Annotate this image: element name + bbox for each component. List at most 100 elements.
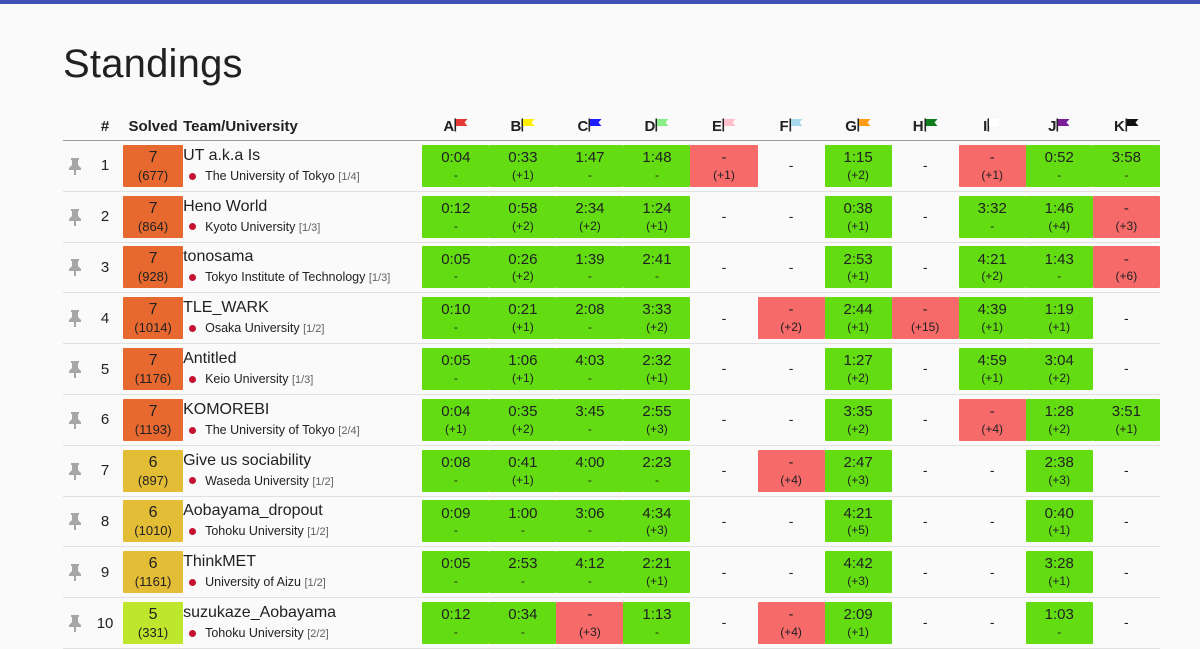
problem-cell-f[interactable]: - (+4) xyxy=(757,598,825,649)
problem-cell-f[interactable]: - (+4) xyxy=(757,446,825,497)
problem-cell-j[interactable]: 1:46 (+4) xyxy=(1025,192,1093,243)
problem-cell-c[interactable]: 3:06- xyxy=(556,497,624,548)
problem-cell-d[interactable]: 2:41- xyxy=(623,243,691,294)
problem-cell-c[interactable]: 3:45- xyxy=(556,395,624,446)
header-problem-h[interactable]: H xyxy=(891,112,959,141)
problem-cell-g[interactable]: 1:15 (+2) xyxy=(824,141,892,192)
problem-cell-e[interactable]: - xyxy=(690,344,758,395)
problem-cell-i[interactable]: - xyxy=(958,497,1026,548)
problem-cell-b[interactable]: 0:33 (+1) xyxy=(489,141,557,192)
problem-cell-h[interactable]: - xyxy=(891,192,959,243)
problem-cell-h[interactable]: - xyxy=(891,344,959,395)
problem-cell-g[interactable]: 3:35 (+2) xyxy=(824,395,892,446)
problem-cell-k[interactable]: - (+6) xyxy=(1092,243,1160,294)
problem-cell-k[interactable]: - xyxy=(1092,547,1160,599)
problem-cell-k[interactable]: - xyxy=(1092,293,1160,345)
problem-cell-i[interactable]: - (+1) xyxy=(958,141,1026,192)
problem-cell-e[interactable]: - xyxy=(690,547,758,599)
problem-cell-b[interactable]: 0:34- xyxy=(489,598,557,649)
problem-cell-f[interactable]: - xyxy=(757,141,825,192)
problem-cell-b[interactable]: 1:00- xyxy=(489,497,557,548)
team-name[interactable]: Antitled xyxy=(183,350,237,368)
problem-cell-c[interactable]: 1:47- xyxy=(556,141,624,192)
problem-cell-i[interactable]: - xyxy=(958,547,1026,599)
problem-cell-j[interactable]: 3:04 (+2) xyxy=(1025,344,1093,395)
team-name[interactable]: ThinkMET xyxy=(183,553,256,571)
problem-cell-a[interactable]: 0:12- xyxy=(422,598,490,649)
problem-cell-a[interactable]: 0:04 (+1) xyxy=(422,395,490,446)
problem-cell-h[interactable]: - (+15) xyxy=(891,293,959,345)
problem-cell-d[interactable]: 2:21 (+1) xyxy=(623,547,691,599)
problem-cell-f[interactable]: - xyxy=(757,192,825,243)
problem-cell-h[interactable]: - xyxy=(891,141,959,192)
problem-cell-k[interactable]: - xyxy=(1092,497,1160,548)
problem-cell-k[interactable]: 3:58- xyxy=(1092,141,1160,192)
problem-cell-b[interactable]: 0:35 (+2) xyxy=(489,395,557,446)
pin-button[interactable] xyxy=(63,497,88,548)
problem-cell-d[interactable]: 1:48- xyxy=(623,141,691,192)
problem-cell-k[interactable]: - xyxy=(1092,344,1160,395)
problem-cell-a[interactable]: 0:05- xyxy=(422,547,490,599)
problem-cell-i[interactable]: 3:32- xyxy=(958,192,1026,243)
problem-cell-d[interactable]: 2:32 (+1) xyxy=(623,344,691,395)
problem-cell-a[interactable]: 0:04- xyxy=(422,141,490,192)
problem-cell-c[interactable]: 4:12- xyxy=(556,547,624,599)
problem-cell-d[interactable]: 4:34 (+3) xyxy=(623,497,691,548)
problem-cell-h[interactable]: - xyxy=(891,395,959,446)
problem-cell-i[interactable]: - (+4) xyxy=(958,395,1026,446)
problem-cell-b[interactable]: 0:41 (+1) xyxy=(489,446,557,497)
pin-button[interactable] xyxy=(63,344,88,395)
problem-cell-a[interactable]: 0:05- xyxy=(422,243,490,294)
problem-cell-g[interactable]: 2:44 (+1) xyxy=(824,293,892,345)
problem-cell-c[interactable]: 2:08- xyxy=(556,293,624,345)
problem-cell-f[interactable]: - xyxy=(757,547,825,599)
problem-cell-c[interactable]: 1:39- xyxy=(556,243,624,294)
pin-button[interactable] xyxy=(63,293,88,345)
header-problem-c[interactable]: C xyxy=(556,112,624,141)
team-name[interactable]: KOMOREBI xyxy=(183,400,270,418)
problem-cell-b[interactable]: 2:53- xyxy=(489,547,557,599)
problem-cell-i[interactable]: - xyxy=(958,446,1026,497)
pin-button[interactable] xyxy=(63,395,88,446)
problem-cell-j[interactable]: 1:03- xyxy=(1025,598,1093,649)
problem-cell-i[interactable]: - xyxy=(958,598,1026,649)
problem-cell-d[interactable]: 1:13- xyxy=(623,598,691,649)
header-problem-g[interactable]: G xyxy=(824,112,892,141)
problem-cell-i[interactable]: 4:59 (+1) xyxy=(958,344,1026,395)
team-name[interactable]: Heno World xyxy=(183,197,268,215)
problem-cell-a[interactable]: 0:12- xyxy=(422,192,490,243)
problem-cell-b[interactable]: 0:21 (+1) xyxy=(489,293,557,345)
pin-button[interactable] xyxy=(63,598,88,649)
problem-cell-a[interactable]: 0:05- xyxy=(422,344,490,395)
problem-cell-b[interactable]: 1:06 (+1) xyxy=(489,344,557,395)
problem-cell-f[interactable]: - xyxy=(757,497,825,548)
problem-cell-j[interactable]: 0:40 (+1) xyxy=(1025,497,1093,548)
problem-cell-j[interactable]: 1:19 (+1) xyxy=(1025,293,1093,345)
team-name[interactable]: Aobayama_dropout xyxy=(183,502,323,520)
problem-cell-g[interactable]: 0:38 (+1) xyxy=(824,192,892,243)
problem-cell-g[interactable]: 2:47 (+3) xyxy=(824,446,892,497)
pin-button[interactable] xyxy=(63,243,88,294)
header-problem-b[interactable]: B xyxy=(489,112,557,141)
header-problem-k[interactable]: K xyxy=(1092,112,1160,141)
problem-cell-j[interactable]: 1:43- xyxy=(1025,243,1093,294)
pin-button[interactable] xyxy=(63,141,88,192)
problem-cell-j[interactable]: 3:28 (+1) xyxy=(1025,547,1093,599)
problem-cell-g[interactable]: 1:27 (+2) xyxy=(824,344,892,395)
problem-cell-i[interactable]: 4:21 (+2) xyxy=(958,243,1026,294)
header-problem-f[interactable]: F xyxy=(757,112,825,141)
team-name[interactable]: Give us sociability xyxy=(183,451,312,469)
problem-cell-i[interactable]: 4:39 (+1) xyxy=(958,293,1026,345)
problem-cell-h[interactable]: - xyxy=(891,497,959,548)
problem-cell-g[interactable]: 2:53 (+1) xyxy=(824,243,892,294)
problem-cell-a[interactable]: 0:10- xyxy=(422,293,490,345)
problem-cell-d[interactable]: 2:55 (+3) xyxy=(623,395,691,446)
team-name[interactable]: UT a.k.a Is xyxy=(183,146,261,164)
pin-button[interactable] xyxy=(63,446,88,497)
problem-cell-f[interactable]: - xyxy=(757,395,825,446)
problem-cell-h[interactable]: - xyxy=(891,547,959,599)
problem-cell-b[interactable]: 0:26 (+2) xyxy=(489,243,557,294)
problem-cell-g[interactable]: 2:09 (+1) xyxy=(824,598,892,649)
header-problem-e[interactable]: E xyxy=(690,112,758,141)
problem-cell-e[interactable]: - xyxy=(690,243,758,294)
